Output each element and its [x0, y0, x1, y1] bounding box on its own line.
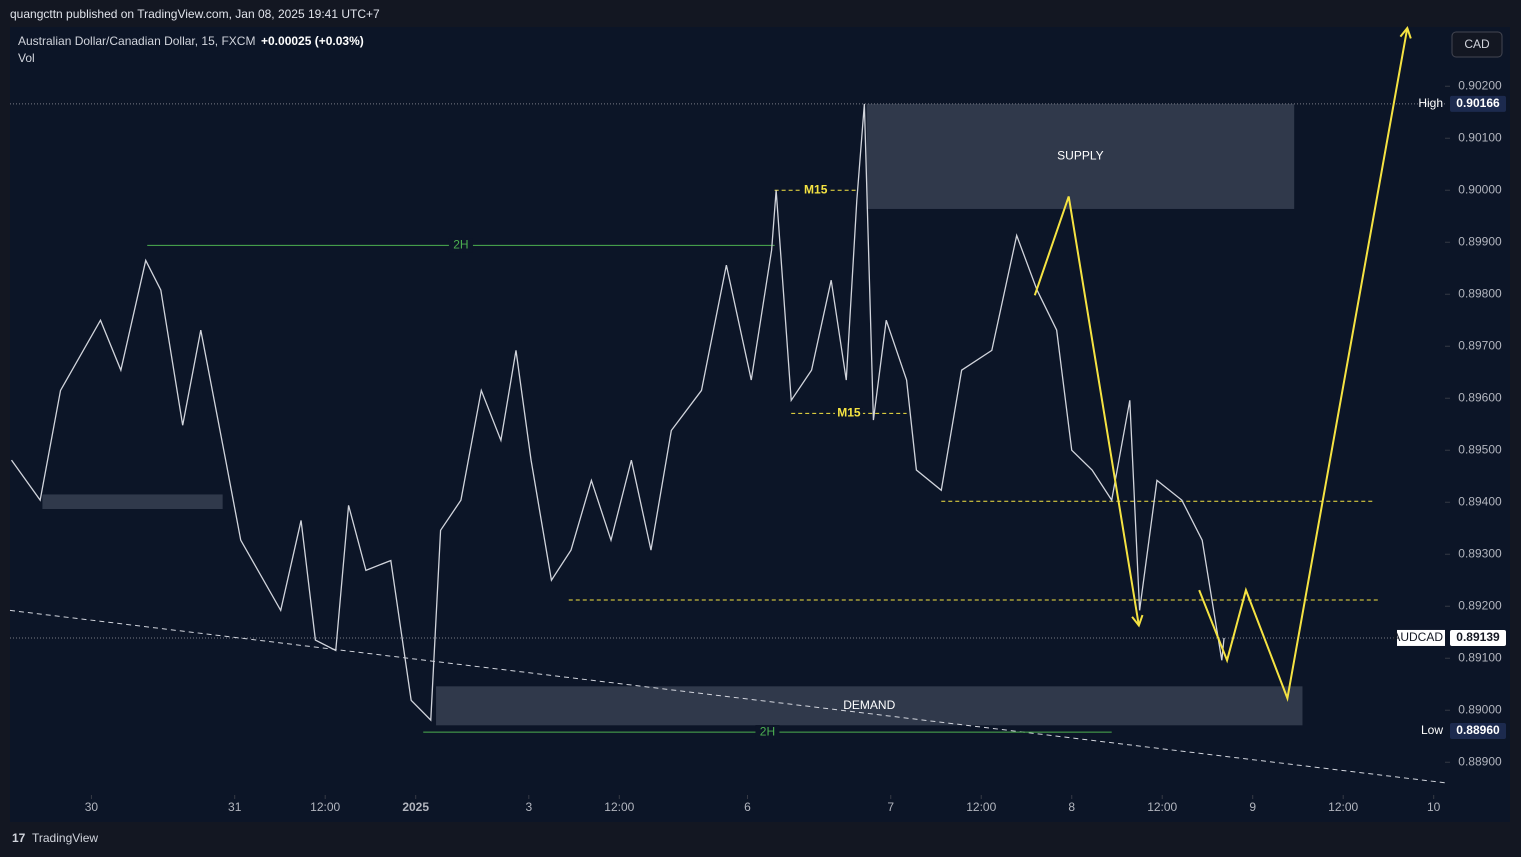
zone — [436, 686, 1303, 726]
level-label-bg — [755, 725, 780, 740]
last-value-bg — [1450, 629, 1506, 646]
level-label: 2H — [760, 724, 775, 738]
y-tick-label: 0.88900 — [1458, 754, 1502, 768]
y-tick-label: 0.89500 — [1458, 442, 1502, 456]
x-tick-label: 6 — [744, 800, 751, 814]
low-name: Low — [1421, 723, 1443, 737]
price-line — [10, 103, 1225, 722]
x-tick-label: 10 — [1427, 800, 1441, 814]
chart-panel — [10, 27, 1510, 822]
high-name: High — [1418, 96, 1443, 110]
y-tick-label: 0.89600 — [1458, 390, 1502, 404]
level-label-bg — [801, 184, 830, 197]
brand-logo: 17 — [12, 831, 26, 845]
trendline — [9, 609, 1448, 784]
level-label: 2H — [453, 238, 468, 252]
y-tick-label: 0.90100 — [1458, 130, 1502, 144]
price-change: +0.00025 (+0.03%) — [261, 34, 364, 48]
y-tick-label: 0.89700 — [1458, 338, 1502, 352]
arrow-head — [1131, 614, 1144, 628]
x-tick-label: 12:00 — [604, 800, 634, 814]
y-tick-label: 0.89000 — [1458, 702, 1502, 716]
x-tick-label: 12:00 — [310, 800, 340, 814]
low-value: 0.88960 — [1456, 723, 1500, 737]
zone — [866, 103, 1295, 209]
x-tick-label: 2025 — [402, 800, 429, 814]
y-tick-label: 0.89300 — [1458, 546, 1502, 560]
y-tick-label: 0.89100 — [1458, 650, 1502, 664]
x-tick-label: 12:00 — [1328, 800, 1358, 814]
y-tick-label: 0.89400 — [1458, 494, 1502, 508]
zone-label: SUPPLY — [1057, 149, 1103, 163]
publisher: quangcttn published on TradingView.com, … — [10, 7, 380, 21]
x-tick-label: 7 — [887, 800, 894, 814]
currency-button[interactable] — [1451, 31, 1503, 58]
x-tick-label: 12:00 — [966, 800, 996, 814]
footer-brand: TradingView — [32, 831, 98, 845]
y-tick-label: 0.90000 — [1458, 182, 1502, 196]
level-label: M15 — [804, 182, 828, 196]
y-tick-label: 0.90200 — [1458, 78, 1502, 92]
projection-path — [1033, 196, 1140, 626]
volume-label: Vol — [18, 51, 35, 65]
y-tick-label: 0.89200 — [1458, 598, 1502, 612]
x-tick-label: 8 — [1068, 800, 1075, 814]
x-tick-label: 3 — [525, 800, 532, 814]
x-tick-label: 31 — [228, 800, 242, 814]
x-tick-label: 9 — [1249, 800, 1256, 814]
high-value: 0.90166 — [1456, 96, 1500, 110]
level-label: M15 — [837, 405, 861, 419]
last-name-bg — [1397, 629, 1445, 646]
x-tick-label: 30 — [85, 800, 99, 814]
y-tick-label: 0.89800 — [1458, 286, 1502, 300]
last-value: 0.89139 — [1456, 630, 1500, 644]
symbol-title: Australian Dollar/Canadian Dollar, 15, F… — [18, 34, 255, 48]
high-value-bg — [1450, 95, 1506, 112]
low-value-bg — [1450, 723, 1506, 740]
currency[interactable]: CAD — [1464, 37, 1490, 51]
level-label-bg — [834, 407, 863, 420]
x-tick-label: 12:00 — [1147, 800, 1177, 814]
zone-label: DEMAND — [843, 698, 895, 712]
level-label-bg — [448, 238, 473, 253]
zone — [42, 494, 223, 509]
last-name: AUDCAD — [1392, 630, 1443, 644]
arrow-head — [1399, 25, 1412, 39]
projection-path — [1198, 27, 1409, 702]
y-tick-label: 0.89900 — [1458, 234, 1502, 248]
